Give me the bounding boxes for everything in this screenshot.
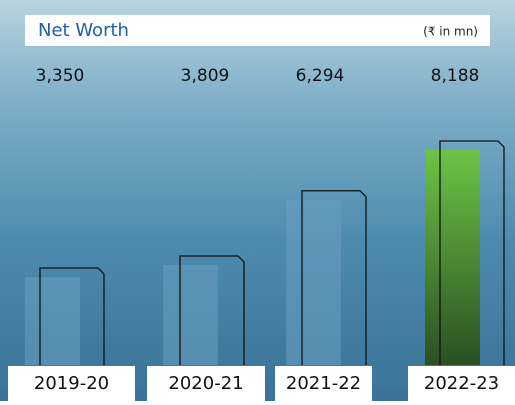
value-label: 6,294 <box>296 66 345 86</box>
category-box <box>408 366 515 401</box>
value-label: 3,809 <box>181 66 230 86</box>
category-box <box>8 366 135 401</box>
x-tick-label: 2019-20 <box>34 373 109 394</box>
bar <box>25 277 80 365</box>
category-box <box>147 366 265 401</box>
bar-outline <box>39 267 105 365</box>
bar <box>163 264 218 365</box>
x-tick-label: 2020-21 <box>168 373 243 394</box>
bar-outline <box>439 140 505 365</box>
x-tick-label: 2021-22 <box>286 373 361 394</box>
bar-outline <box>179 255 245 365</box>
value-label: 3,350 <box>36 66 85 86</box>
category-box <box>275 366 372 401</box>
x-tick-label: 2022-23 <box>424 373 499 394</box>
unit-label: (₹ in mn) <box>423 25 478 39</box>
bar-outline <box>301 190 367 365</box>
chart-title: Net Worth <box>38 20 129 41</box>
bar <box>286 199 341 365</box>
title-box <box>25 15 490 46</box>
value-label: 8,188 <box>431 66 480 86</box>
bar <box>425 150 480 365</box>
